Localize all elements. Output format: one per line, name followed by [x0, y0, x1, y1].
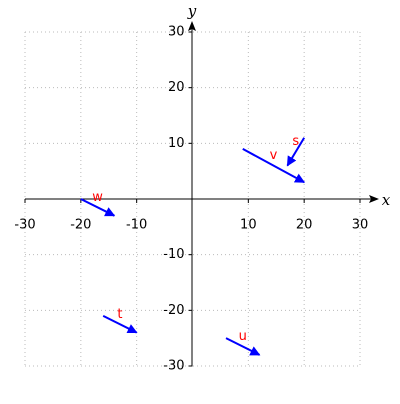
x-tick-label: 20 — [296, 218, 313, 233]
y-tick-label: -30 — [163, 359, 184, 374]
y-axis-label: y — [187, 2, 197, 20]
vector-label: s — [292, 134, 299, 149]
vector-arrow — [80, 198, 116, 217]
x-tick-label: -30 — [14, 218, 35, 233]
x-axis-arrow — [369, 195, 379, 203]
x-tick-label: -20 — [70, 218, 91, 233]
y-tick-label: -20 — [163, 303, 184, 318]
vector-arrow — [225, 337, 261, 356]
vector-label: v — [270, 148, 278, 163]
x-axis-label: x — [382, 191, 391, 209]
vector-label: w — [92, 190, 103, 205]
vector-arrow — [286, 137, 306, 167]
y-tick-label: 20 — [168, 80, 185, 95]
x-tick-label: -10 — [126, 218, 147, 233]
y-axis-arrow — [188, 21, 196, 31]
y-tick-label: -10 — [163, 247, 184, 262]
x-tick-label: 10 — [240, 218, 257, 233]
y-tick-label: 10 — [168, 136, 185, 151]
vector-label: t — [117, 307, 122, 322]
vector-label: u — [239, 329, 247, 344]
x-tick-label: 30 — [352, 218, 369, 233]
y-tick-label: 30 — [168, 25, 185, 40]
vector-arrow — [242, 148, 306, 184]
vector-arrow — [102, 315, 138, 334]
